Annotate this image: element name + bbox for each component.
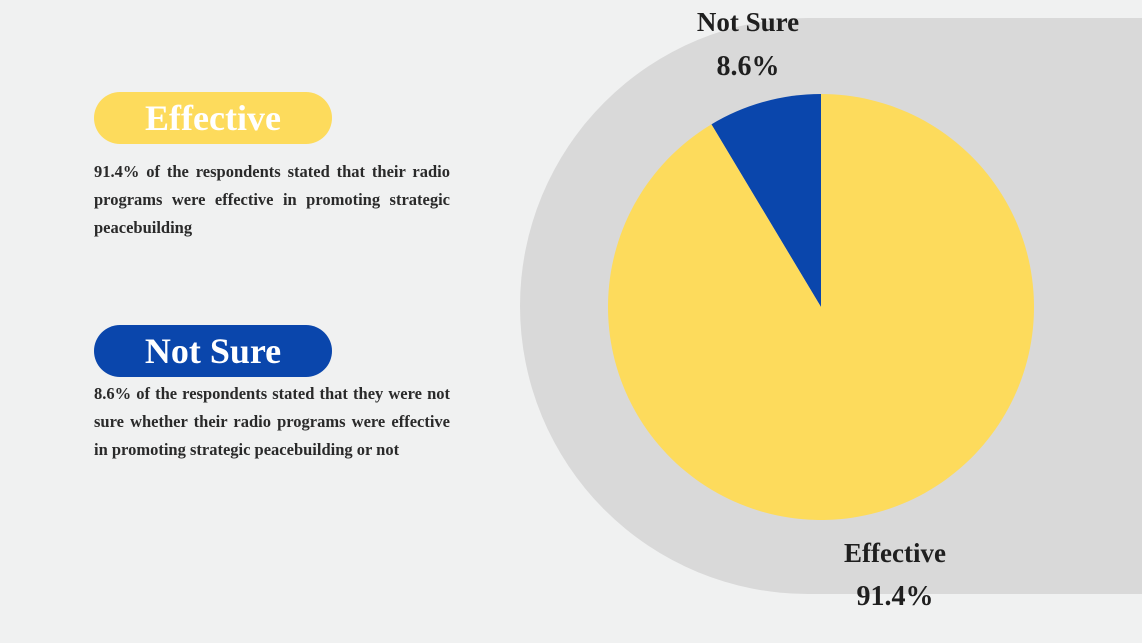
not-sure-description: 8.6% of the respondents stated that they… (94, 384, 450, 459)
effective-label-text: Effective (145, 98, 281, 138)
pie-slice-effective (608, 94, 1034, 520)
not-sure-label-text: Not Sure (144, 331, 282, 371)
pie-label-not-sure-value: 8.6% (717, 51, 780, 82)
pie-label-effective-value: 91.4% (857, 581, 934, 612)
effective-description: 91.4% of the respondents stated that the… (94, 162, 450, 237)
pie-slices (608, 94, 1034, 520)
pie-slice-not-sure (711, 94, 821, 307)
effective-label-pill: Effective (94, 92, 332, 144)
not-sure-label-pill: Not Sure (94, 325, 332, 377)
pie-label-effective-name: Effective (844, 538, 946, 568)
pie-label-not-sure-name: Not Sure (697, 7, 799, 37)
